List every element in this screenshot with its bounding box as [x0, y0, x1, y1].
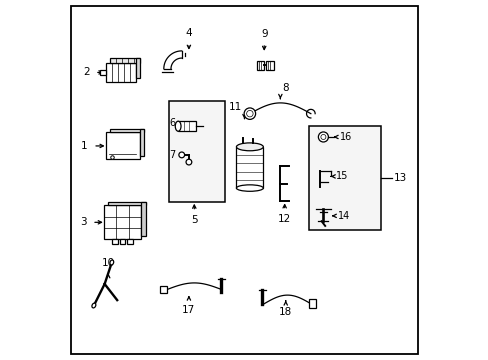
Text: 18: 18	[279, 307, 292, 317]
Text: 1: 1	[81, 141, 87, 151]
Text: 5: 5	[191, 215, 197, 225]
Bar	[236, 147, 263, 188]
Text: 4: 4	[185, 28, 192, 39]
Bar	[169, 101, 224, 202]
Bar	[257, 60, 264, 70]
Circle shape	[320, 134, 325, 139]
Circle shape	[246, 111, 253, 117]
Circle shape	[244, 108, 255, 120]
Bar	[103, 205, 141, 239]
Text: 12: 12	[278, 214, 291, 224]
Text: 15: 15	[335, 171, 347, 181]
Bar	[160, 286, 167, 293]
Text: 11: 11	[229, 102, 242, 112]
Bar	[308, 300, 316, 308]
Ellipse shape	[236, 185, 263, 191]
Bar	[105, 63, 136, 82]
Circle shape	[318, 132, 328, 142]
Ellipse shape	[175, 121, 181, 131]
Bar	[127, 239, 133, 244]
Bar	[105, 132, 139, 159]
Bar	[108, 202, 145, 205]
Bar	[120, 239, 125, 244]
Text: 8: 8	[282, 83, 288, 93]
Bar	[308, 126, 380, 230]
Ellipse shape	[236, 143, 263, 151]
Text: 6: 6	[169, 118, 175, 128]
Bar	[110, 129, 143, 132]
Text: 16: 16	[339, 132, 351, 142]
Text: 14: 14	[337, 211, 349, 221]
Bar	[136, 58, 140, 78]
Bar	[265, 60, 273, 70]
Bar	[110, 58, 140, 63]
Text: 10: 10	[102, 258, 115, 268]
Text: 7: 7	[169, 150, 175, 160]
Text: 2: 2	[83, 67, 89, 77]
Bar	[178, 121, 196, 131]
Text: 17: 17	[182, 305, 195, 315]
Bar	[139, 129, 143, 156]
Text: 3: 3	[80, 217, 86, 227]
Text: 13: 13	[392, 173, 406, 183]
Bar	[141, 202, 145, 236]
Bar	[112, 239, 118, 244]
Ellipse shape	[92, 303, 96, 308]
Bar	[100, 69, 105, 75]
Circle shape	[179, 152, 184, 158]
Text: 9: 9	[261, 29, 267, 39]
Circle shape	[185, 159, 191, 165]
Ellipse shape	[110, 260, 113, 265]
